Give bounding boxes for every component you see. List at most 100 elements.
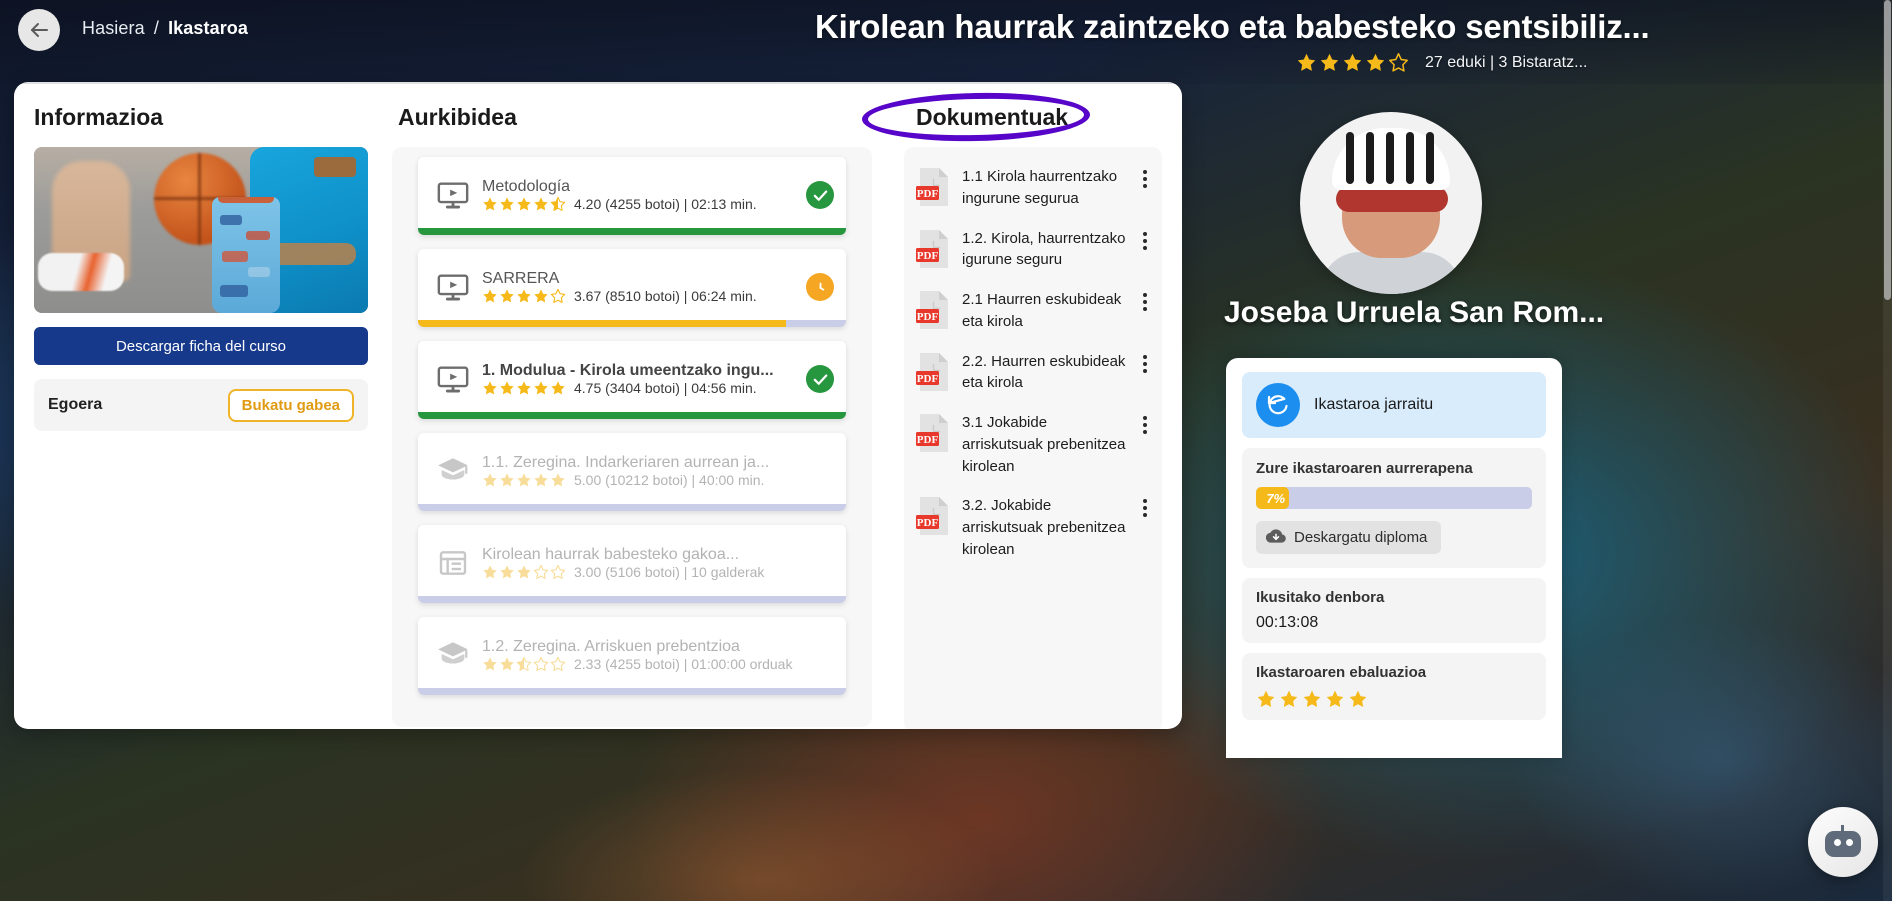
course-evaluation-stars[interactable] bbox=[1256, 689, 1532, 709]
breadcrumb-current: Ikastaroa bbox=[168, 18, 249, 38]
svg-text:PDF: PDF bbox=[917, 434, 939, 446]
lesson-item[interactable]: Metodología 4.20 (4255 botoi) | 02:13 mi… bbox=[418, 157, 846, 235]
course-evaluation-card: Ikastaroaren ebaluazioa bbox=[1242, 653, 1546, 720]
document-name: 2.2. Haurren eskubideak eta kirola bbox=[962, 352, 1126, 392]
lesson-rating-stars bbox=[482, 564, 566, 580]
teacher-name: Joseba Urruela San Rom... bbox=[1224, 296, 1605, 329]
lesson-meta: 5.00 (10212 botoi) | 40:00 min. bbox=[574, 472, 765, 488]
kebab-menu-icon[interactable] bbox=[1138, 228, 1152, 250]
lesson-item[interactable]: 1. Modulua - Kirola umeentzako ingu... 4… bbox=[418, 341, 846, 419]
page-title: Kirolean haurrak zaintzeko eta babesteko… bbox=[815, 8, 1650, 45]
lesson-rating-stars bbox=[482, 196, 566, 212]
video-monitor-icon bbox=[430, 270, 476, 304]
clock-icon bbox=[806, 273, 834, 301]
arrow-left-icon bbox=[27, 18, 51, 42]
breadcrumb: Hasiera / Ikastaroa bbox=[82, 18, 248, 39]
lesson-title: 1.1. Zeregina. Indarkeriaren aurrean ja.… bbox=[482, 454, 770, 471]
video-monitor-icon bbox=[430, 362, 476, 396]
main-content-card: Informazioa Descargar ficha del curso Eg… bbox=[14, 82, 1182, 729]
lesson-rating-stars bbox=[482, 656, 566, 672]
info-title: Informazioa bbox=[34, 104, 164, 130]
document-item[interactable]: PDF 3.1 Jokabide arriskutsuak prebenitze… bbox=[904, 403, 1162, 486]
refresh-icon bbox=[1256, 383, 1300, 427]
documents-column: Dokumentuak PDF 1.1 Kirola haurrentzako … bbox=[904, 82, 1182, 729]
header-rating: 27 eduki | 3 Bistaratz... bbox=[1296, 52, 1587, 73]
continue-course-button[interactable]: Ikastaroa jarraitu bbox=[1242, 372, 1546, 438]
check-icon bbox=[806, 365, 834, 393]
document-item[interactable]: PDF 2.1 Haurren eskubideak eta kirola bbox=[904, 280, 1162, 342]
course-progress-card: Zure ikastaroaren aurrerapena 7% Deskarg… bbox=[1242, 448, 1546, 568]
lesson-meta: 3.00 (5106 botoi) | 10 galderak bbox=[574, 564, 765, 580]
lesson-item[interactable]: 1.1. Zeregina. Indarkeriaren aurrean ja.… bbox=[418, 433, 846, 511]
lesson-meta: 4.75 (3404 botoi) | 04:56 min. bbox=[574, 380, 757, 396]
document-item[interactable]: PDF 2.2. Haurren eskubideak eta kirola bbox=[904, 342, 1162, 404]
info-column: Informazioa Descargar ficha del curso Eg… bbox=[14, 82, 392, 729]
graduation-cap-icon bbox=[430, 638, 476, 672]
course-evaluation-title: Ikastaroaren ebaluazioa bbox=[1256, 664, 1427, 681]
lesson-meta: 4.20 (4255 botoi) | 02:13 min. bbox=[574, 196, 757, 212]
kebab-menu-icon[interactable] bbox=[1138, 166, 1152, 188]
cloud-download-icon bbox=[1265, 526, 1286, 550]
document-item[interactable]: PDF 1.2. Kirola, haurrentzako igurune se… bbox=[904, 219, 1162, 281]
pdf-file-icon: PDF bbox=[916, 166, 952, 208]
download-diploma-button[interactable]: Deskargatu diploma bbox=[1256, 521, 1442, 554]
svg-text:PDF: PDF bbox=[917, 311, 939, 323]
kebab-menu-icon[interactable] bbox=[1138, 495, 1152, 518]
lesson-rating-stars bbox=[482, 472, 566, 488]
lesson-list[interactable]: Metodología 4.20 (4255 botoi) | 02:13 mi… bbox=[392, 147, 872, 727]
lesson-rating-stars bbox=[482, 288, 566, 304]
download-diploma-label: Deskargatu diploma bbox=[1294, 529, 1428, 546]
video-monitor-icon bbox=[430, 178, 476, 212]
top-header: Hasiera / Ikastaroa Kirolean haurrak zai… bbox=[0, 0, 1892, 84]
lesson-progress-bar bbox=[418, 688, 846, 695]
course-progress-title: Zure ikastaroaren aurrerapena bbox=[1256, 460, 1473, 477]
lesson-meta: 2.33 (4255 botoi) | 01:00:00 orduak bbox=[574, 656, 793, 672]
breadcrumb-separator: / bbox=[153, 18, 159, 38]
check-icon bbox=[806, 181, 834, 209]
document-name: 1.2. Kirola, haurrentzako igurune seguru bbox=[962, 229, 1126, 269]
lesson-item[interactable]: 1.2. Zeregina. Arriskuen prebentzioa 2.3… bbox=[418, 617, 846, 695]
lesson-meta: 3.67 (8510 botoi) | 06:24 min. bbox=[574, 288, 757, 304]
lesson-rating-stars bbox=[482, 380, 566, 396]
watched-time-card: Ikusitako denbora 00:13:08 bbox=[1242, 578, 1546, 643]
document-name: 3.1 Jokabide arriskutsuak prebenitzea ki… bbox=[962, 414, 1126, 475]
download-course-sheet-button[interactable]: Descargar ficha del curso bbox=[34, 327, 368, 365]
document-name: 2.1 Haurren eskubideak eta kirola bbox=[962, 291, 1122, 330]
lesson-progress-bar bbox=[418, 320, 846, 327]
lesson-item[interactable]: Kirolean haurrak babesteko gakoa... 3.00… bbox=[418, 525, 846, 603]
lesson-item[interactable]: SARRERA 3.67 (8510 botoi) | 06:24 min. bbox=[418, 249, 846, 327]
course-rating-meta: 27 eduki | 3 Bistaratz... bbox=[1425, 53, 1588, 71]
kebab-menu-icon[interactable] bbox=[1138, 351, 1152, 373]
index-title: Aurkibidea bbox=[398, 104, 517, 130]
lesson-title: 1.2. Zeregina. Arriskuen prebentzioa bbox=[482, 638, 740, 655]
course-progress-bar: 7% bbox=[1256, 487, 1532, 509]
graduation-cap-icon bbox=[430, 454, 476, 488]
page-scrollbar[interactable] bbox=[1883, 0, 1892, 901]
kebab-menu-icon[interactable] bbox=[1138, 412, 1152, 434]
pdf-file-icon: PDF bbox=[916, 412, 952, 454]
course-sidebar-card: Ikastaroa jarraitu Zure ikastaroaren aur… bbox=[1226, 358, 1562, 758]
kebab-menu-icon[interactable] bbox=[1138, 289, 1152, 311]
status-badge[interactable]: Bukatu gabea bbox=[227, 388, 354, 422]
document-list[interactable]: PDF 1.1 Kirola haurrentzako ingurune seg… bbox=[904, 147, 1162, 729]
continue-course-label: Ikastaroa jarraitu bbox=[1314, 396, 1434, 413]
chatbot-button[interactable] bbox=[1808, 807, 1878, 877]
course-progress-value: 7% bbox=[1266, 490, 1286, 506]
breadcrumb-home[interactable]: Hasiera bbox=[82, 18, 145, 38]
lesson-title: SARRERA bbox=[482, 270, 560, 287]
watched-time-value: 00:13:08 bbox=[1256, 614, 1319, 631]
svg-text:PDF: PDF bbox=[917, 517, 939, 529]
course-rating-stars bbox=[1296, 52, 1409, 73]
back-button[interactable] bbox=[18, 9, 60, 51]
svg-text:PDF: PDF bbox=[917, 250, 939, 262]
lesson-progress-bar bbox=[418, 596, 846, 603]
status-label: Egoera bbox=[48, 396, 103, 413]
document-item[interactable]: PDF 1.1 Kirola haurrentzako ingurune seg… bbox=[904, 157, 1162, 219]
chatbot-icon bbox=[1822, 825, 1864, 859]
status-box: Egoera Bukatu gabea bbox=[34, 379, 368, 431]
svg-text:PDF: PDF bbox=[917, 373, 939, 385]
watched-time-title: Ikusitako denbora bbox=[1256, 589, 1385, 606]
course-thumbnail bbox=[34, 147, 368, 313]
document-item[interactable]: PDF 3.2. Jokabide arriskutsuak prebenitz… bbox=[904, 486, 1162, 569]
lesson-progress-bar bbox=[418, 228, 846, 235]
